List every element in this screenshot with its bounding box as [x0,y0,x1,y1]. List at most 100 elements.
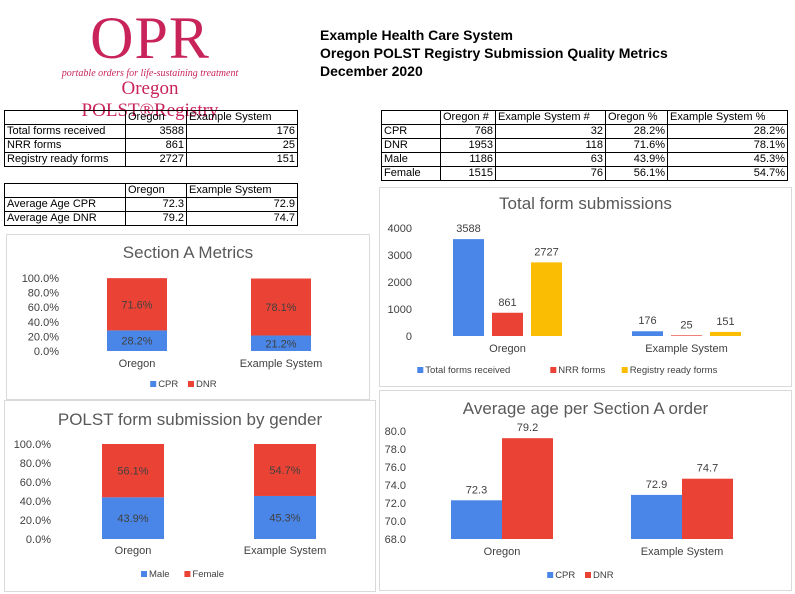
table-cell: 28.2% [667,124,788,139]
table-cell: 768 [440,124,496,139]
y-tick-label: 72.0 [385,498,406,510]
bar-male-example-system [254,495,316,539]
table-header-cell: Oregon # [440,110,496,125]
table-row: CPR 768 32 28.2% 28.2% [381,124,788,139]
table-header-cell: Oregon [125,183,187,198]
table-row: Male 1186 63 43.9% 45.3% [381,152,788,167]
table-row: Average Age CPR 72.3 72.9 [4,197,298,212]
y-tick-label: 3000 [388,250,412,262]
data-label: 78.1% [265,302,296,314]
y-tick-label: 60.0% [20,477,51,489]
table-cell: 63 [495,152,606,167]
bar-male-oregon [102,497,164,539]
data-label: 861 [498,297,516,309]
y-tick-label: 40.0% [20,496,51,508]
table-row: DNR 1953 118 71.6% 78.1% [381,138,788,153]
legend-label: DNR [196,379,217,390]
y-tick-label: 80.0 [385,426,406,438]
age-chart-svg: 68.0 70.0 72.0 74.0 76.0 78.0 80.0 Oregon 72.3 79… [385,422,733,581]
table-cell: 25 [186,138,298,153]
table-row: Total forms received 3588 176 [4,124,298,139]
y-tick-label: 40.0% [28,317,59,329]
table-cell: 71.6% [605,138,668,153]
bar-registry-ready-forms-example-system [710,331,741,336]
section-a-chart: Section A Metrics 0.0% 20.0% 40.0% 60.0% 80.… [6,234,370,400]
age-table: Oregon Example System Average Age CPR 72.3 7… [4,183,298,226]
table-cell: 151 [186,152,298,167]
logo-tagline: portable orders for life-sustaining trea… [61,68,239,79]
data-label: 56.1% [117,466,148,478]
table-cell: 56.1% [605,166,668,181]
heading-line-1: Example Health Care System [320,27,513,43]
data-label: 72.9 [646,479,667,491]
y-tick-label: 100.0% [14,439,52,451]
y-tick-label: 80.0% [20,458,51,470]
table-cell: 72.3 [125,197,187,212]
table-header-cell: Oregon % [605,110,668,125]
table-row: Average Age DNR 79.2 74.7 [4,211,298,226]
y-tick-label: 20.0% [20,515,51,527]
x-category-label: Example System [641,546,724,558]
forms-table: Oregon Example System Total forms received… [4,110,298,167]
table-cell: 79.2 [125,211,187,226]
x-category-label: Example System [240,358,323,370]
chart-title: Average age per Section A order [462,399,709,418]
section-a-chart-svg: 0.0% 20.0% 40.0% 60.0% 80.0% 100.0% Oregon 28.2… [22,273,323,390]
row-label-cell: Female [381,166,441,181]
data-label: 3588 [456,223,480,235]
y-tick-label: 70.0 [385,516,406,528]
legend-label: NRR forms [558,365,605,376]
bar-cpr-example-system [631,494,682,539]
table-header-row: Oregon Example System [4,110,298,125]
row-label-cell: NRR forms [4,138,126,153]
x-category-label: Oregon [115,545,152,557]
table-header-row: Oregon # Example System # Oregon % Example … [381,110,788,125]
heading-line-2: Oregon POLST Registry Submission Quality… [320,45,668,61]
bar-female-example-system [254,444,316,496]
bar-dnr-example-system [682,478,733,539]
legend-swatch [184,571,191,577]
legend-swatch [550,367,557,373]
y-tick-label: 0.0% [26,534,51,546]
legend-label: Total forms received [425,365,510,376]
bar-cpr-oregon [107,330,167,351]
row-label-cell: Male [381,152,441,167]
heading-line-3: December 2020 [320,63,423,79]
legend-label: DNR [593,570,614,581]
y-tick-label: 80.0% [28,288,59,300]
chart-title: Section A Metrics [122,243,254,262]
table-cell: 1515 [440,166,496,181]
bar-nrr-forms-example-system [671,335,702,336]
x-category-label: Oregon [484,546,521,558]
x-category-label: Oregon [489,343,526,355]
gender-chart: POLST form submission by gender 0.0% 20.0… [4,400,376,592]
table-cell: 2727 [125,152,187,167]
data-label: 2727 [534,246,558,258]
table-cell: 32 [495,124,606,139]
y-tick-label: 0 [406,331,412,343]
chart-title: POLST form submission by gender [57,410,323,429]
y-tick-label: 100.0% [22,273,60,285]
bar-cpr-oregon [451,500,502,539]
row-label-cell: CPR [381,124,441,139]
data-label: 176 [638,315,656,327]
legend-swatch [585,572,591,578]
legend-swatch [547,572,554,578]
row-label-cell: Average Age CPR [4,197,126,212]
bar-dnr-oregon [107,278,167,331]
table-header-cell: Oregon [125,110,187,125]
bar-nrr-forms-oregon [492,312,523,336]
legend-label: Male [149,569,170,580]
table-header-cell: Example System [186,183,298,198]
table-header-cell [381,110,441,125]
table-cell: 118 [495,138,606,153]
legend-swatch [141,571,147,577]
data-label: 25 [680,319,692,331]
opr-logo: OPR portable orders for life-sustaining … [52,6,248,121]
table-cell: 76 [495,166,606,181]
table-cell: 74.7 [186,211,298,226]
report-heading: Example Health Care System Oregon POLST … [320,26,668,80]
row-label-cell: Registry ready forms [4,152,126,167]
table-cell: 54.7% [667,166,788,181]
data-label: 79.2 [517,422,538,434]
